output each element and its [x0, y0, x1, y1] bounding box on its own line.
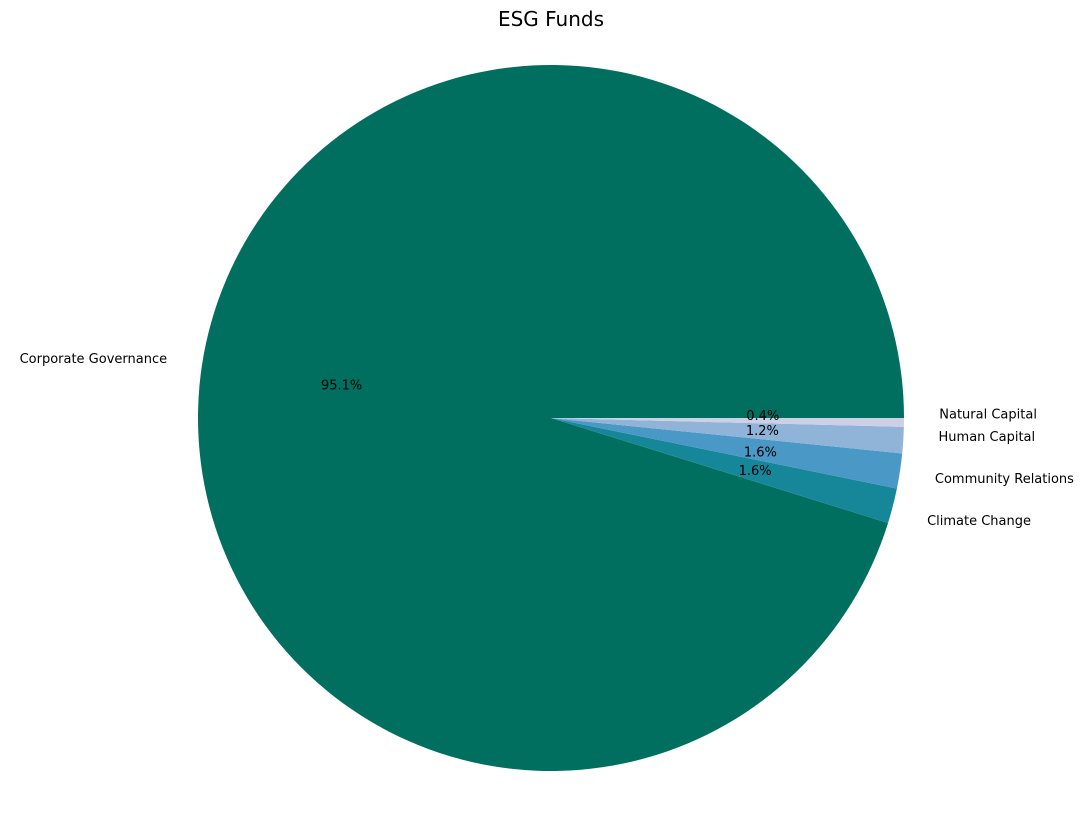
pie-labels: Corporate Governance Climate Change Commun… — [20, 352, 1075, 529]
chart-title: ESG Funds — [498, 7, 604, 31]
percent-label-climate-change: 1.6% — [739, 464, 772, 479]
pie-slice-community-relations — [551, 418, 903, 489]
pie-slices — [197, 65, 905, 772]
slice-label-community-relations: Community Relations — [935, 472, 1074, 487]
percent-label-natural-capital: 0.4% — [746, 409, 779, 424]
percent-label-community-relations: 1.6% — [744, 445, 777, 460]
percent-label-human-capital: 1.2% — [746, 424, 779, 439]
slice-label-natural-capital: Natural Capital — [939, 407, 1037, 422]
pie-slice-human-capital — [551, 418, 904, 454]
pie-percent-labels: 95.1% 1.6% 1.6% 1.2%0.4% — [321, 379, 779, 480]
pie-slice-climate-change — [551, 418, 897, 523]
slice-label-climate-change: Climate Change — [927, 514, 1031, 529]
percent-label-corporate-governance: 95.1% — [321, 379, 362, 394]
slice-label-human-capital: Human Capital — [939, 430, 1036, 445]
pie-slice-natural-capital — [551, 418, 904, 427]
pie-slice-corporate-governance — [197, 65, 905, 772]
slice-label-corporate-governance: Corporate Governance — [20, 352, 168, 367]
